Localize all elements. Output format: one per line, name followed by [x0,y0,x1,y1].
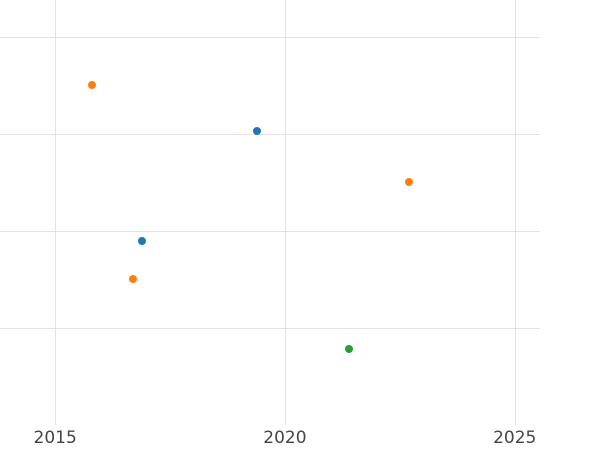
data-point-series-blue [138,236,147,245]
x-axis: 2015 2020 2025 [0,425,540,450]
x-tick-label: 2025 [493,428,537,448]
data-point-series-green [345,345,354,354]
gridline-horizontal [0,36,540,38]
data-point-series-orange [129,275,138,284]
gridline-horizontal [0,133,540,135]
data-point-series-orange [405,178,414,187]
gridline-horizontal [0,327,540,329]
x-tick-label: 2015 [33,428,77,448]
gridline-vertical [284,0,286,425]
gridline-horizontal [0,230,540,232]
data-point-series-blue [253,126,262,135]
plot-area [0,0,540,425]
gridline-vertical [55,0,57,425]
data-point-series-orange [87,81,96,90]
x-tick-label: 2020 [263,428,307,448]
gridline-vertical [514,0,516,425]
